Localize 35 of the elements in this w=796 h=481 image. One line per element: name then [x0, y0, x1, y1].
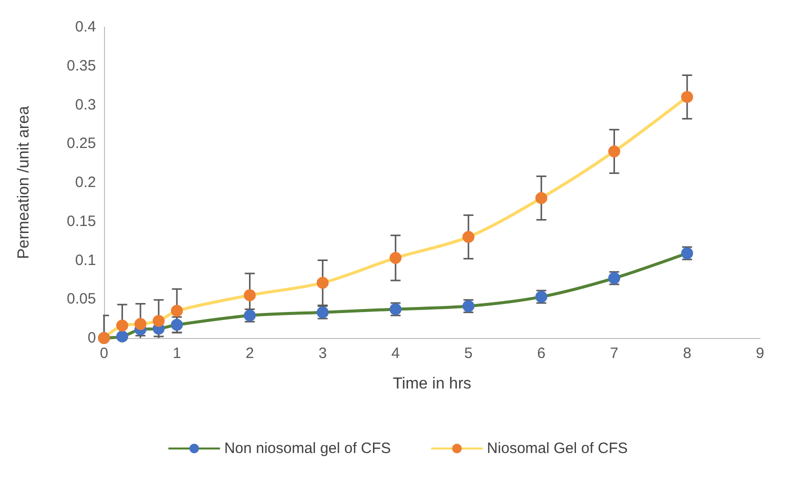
y-tick-label: 0.3 [75, 96, 96, 114]
point [462, 230, 474, 243]
y-tick-label: 0.4 [75, 18, 96, 36]
point [535, 192, 548, 204]
y-tick-label: 0.15 [66, 212, 96, 230]
point [316, 276, 329, 289]
point [116, 330, 128, 342]
point [134, 318, 146, 330]
y-tick-label: 0.2 [75, 174, 96, 191]
point [152, 314, 165, 327]
x-tick-label: 4 [391, 345, 400, 362]
y-tick-label: 0 [88, 330, 96, 346]
legend-label: Niosomal Gel of CFS [486, 440, 628, 457]
x-tick-label: 7 [610, 345, 618, 362]
legend-label: Non niosomal gel of CFS [224, 440, 391, 457]
x-tick-label: 3 [318, 345, 327, 362]
x-tick-label: 6 [537, 345, 546, 362]
x-tick-label: 8 [682, 345, 692, 362]
y-axis-title: Permeation /unit area [16, 106, 32, 259]
point [608, 145, 620, 158]
y-tick-label: 0.35 [66, 57, 96, 74]
y-tick-label: 0.25 [66, 135, 96, 152]
x-tick-label: 2 [246, 345, 254, 362]
point [170, 304, 183, 317]
point [244, 289, 256, 302]
point [116, 320, 128, 332]
x-tick-label: 5 [464, 345, 473, 362]
point [390, 252, 402, 264]
x-tick-label: 9 [756, 345, 764, 362]
x-axis-title: Time in hrs [392, 376, 472, 392]
x-tick-label: 1 [172, 345, 182, 362]
y-tick-label: 0.1 [75, 252, 96, 269]
point [681, 90, 694, 103]
y-tick-label: 0.05 [66, 290, 96, 308]
x-tick-label: 0 [100, 345, 108, 362]
